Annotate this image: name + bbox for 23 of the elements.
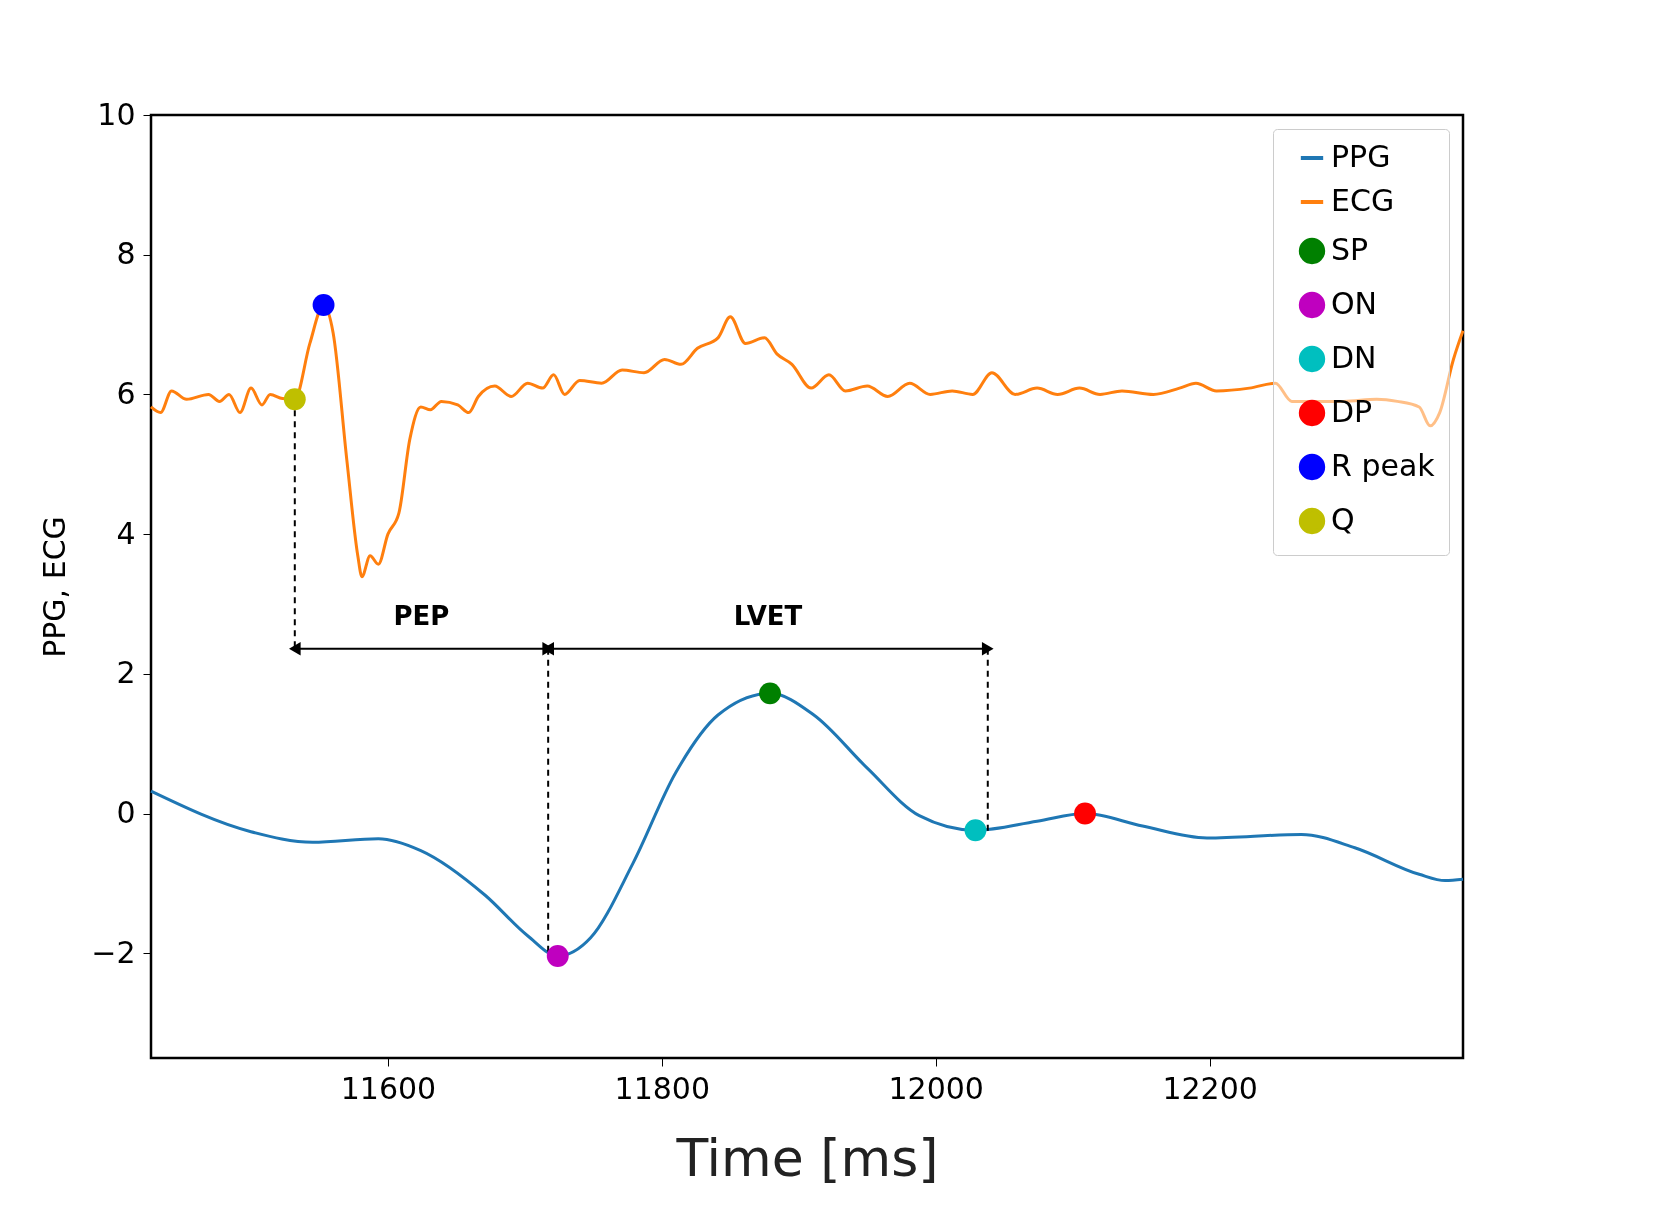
annotation: PEP — [393, 600, 450, 631]
annotation: LVET — [733, 600, 803, 631]
x-tick-label: 11600 — [340, 1070, 437, 1106]
y-tick-label: 6 — [116, 375, 136, 411]
x-tick-label: 11800 — [614, 1070, 711, 1106]
y-tick-label: 0 — [116, 795, 136, 831]
legend-label: Q — [1331, 502, 1355, 537]
legend-label: DP — [1331, 394, 1373, 429]
y-tick-label: −2 — [91, 934, 136, 970]
y-tick-label: 8 — [116, 236, 136, 272]
x-axis-title: Time [ms] — [675, 1127, 939, 1188]
legend-label: PPG — [1331, 139, 1391, 174]
x-tick-label: 12000 — [888, 1070, 984, 1106]
legend-label: DN — [1331, 340, 1377, 375]
legend-label: ON — [1331, 286, 1378, 321]
y-tick-label: 2 — [116, 655, 136, 691]
legend-label: SP — [1331, 232, 1369, 267]
y-tick-label: 10 — [97, 96, 136, 132]
legend-label: R peak — [1331, 448, 1436, 483]
y-tick-label: 4 — [116, 515, 136, 551]
y-axis-title: PPG, ECG — [37, 516, 73, 658]
x-tick-label: 12200 — [1162, 1070, 1258, 1106]
legend-label: ECG — [1331, 183, 1395, 218]
